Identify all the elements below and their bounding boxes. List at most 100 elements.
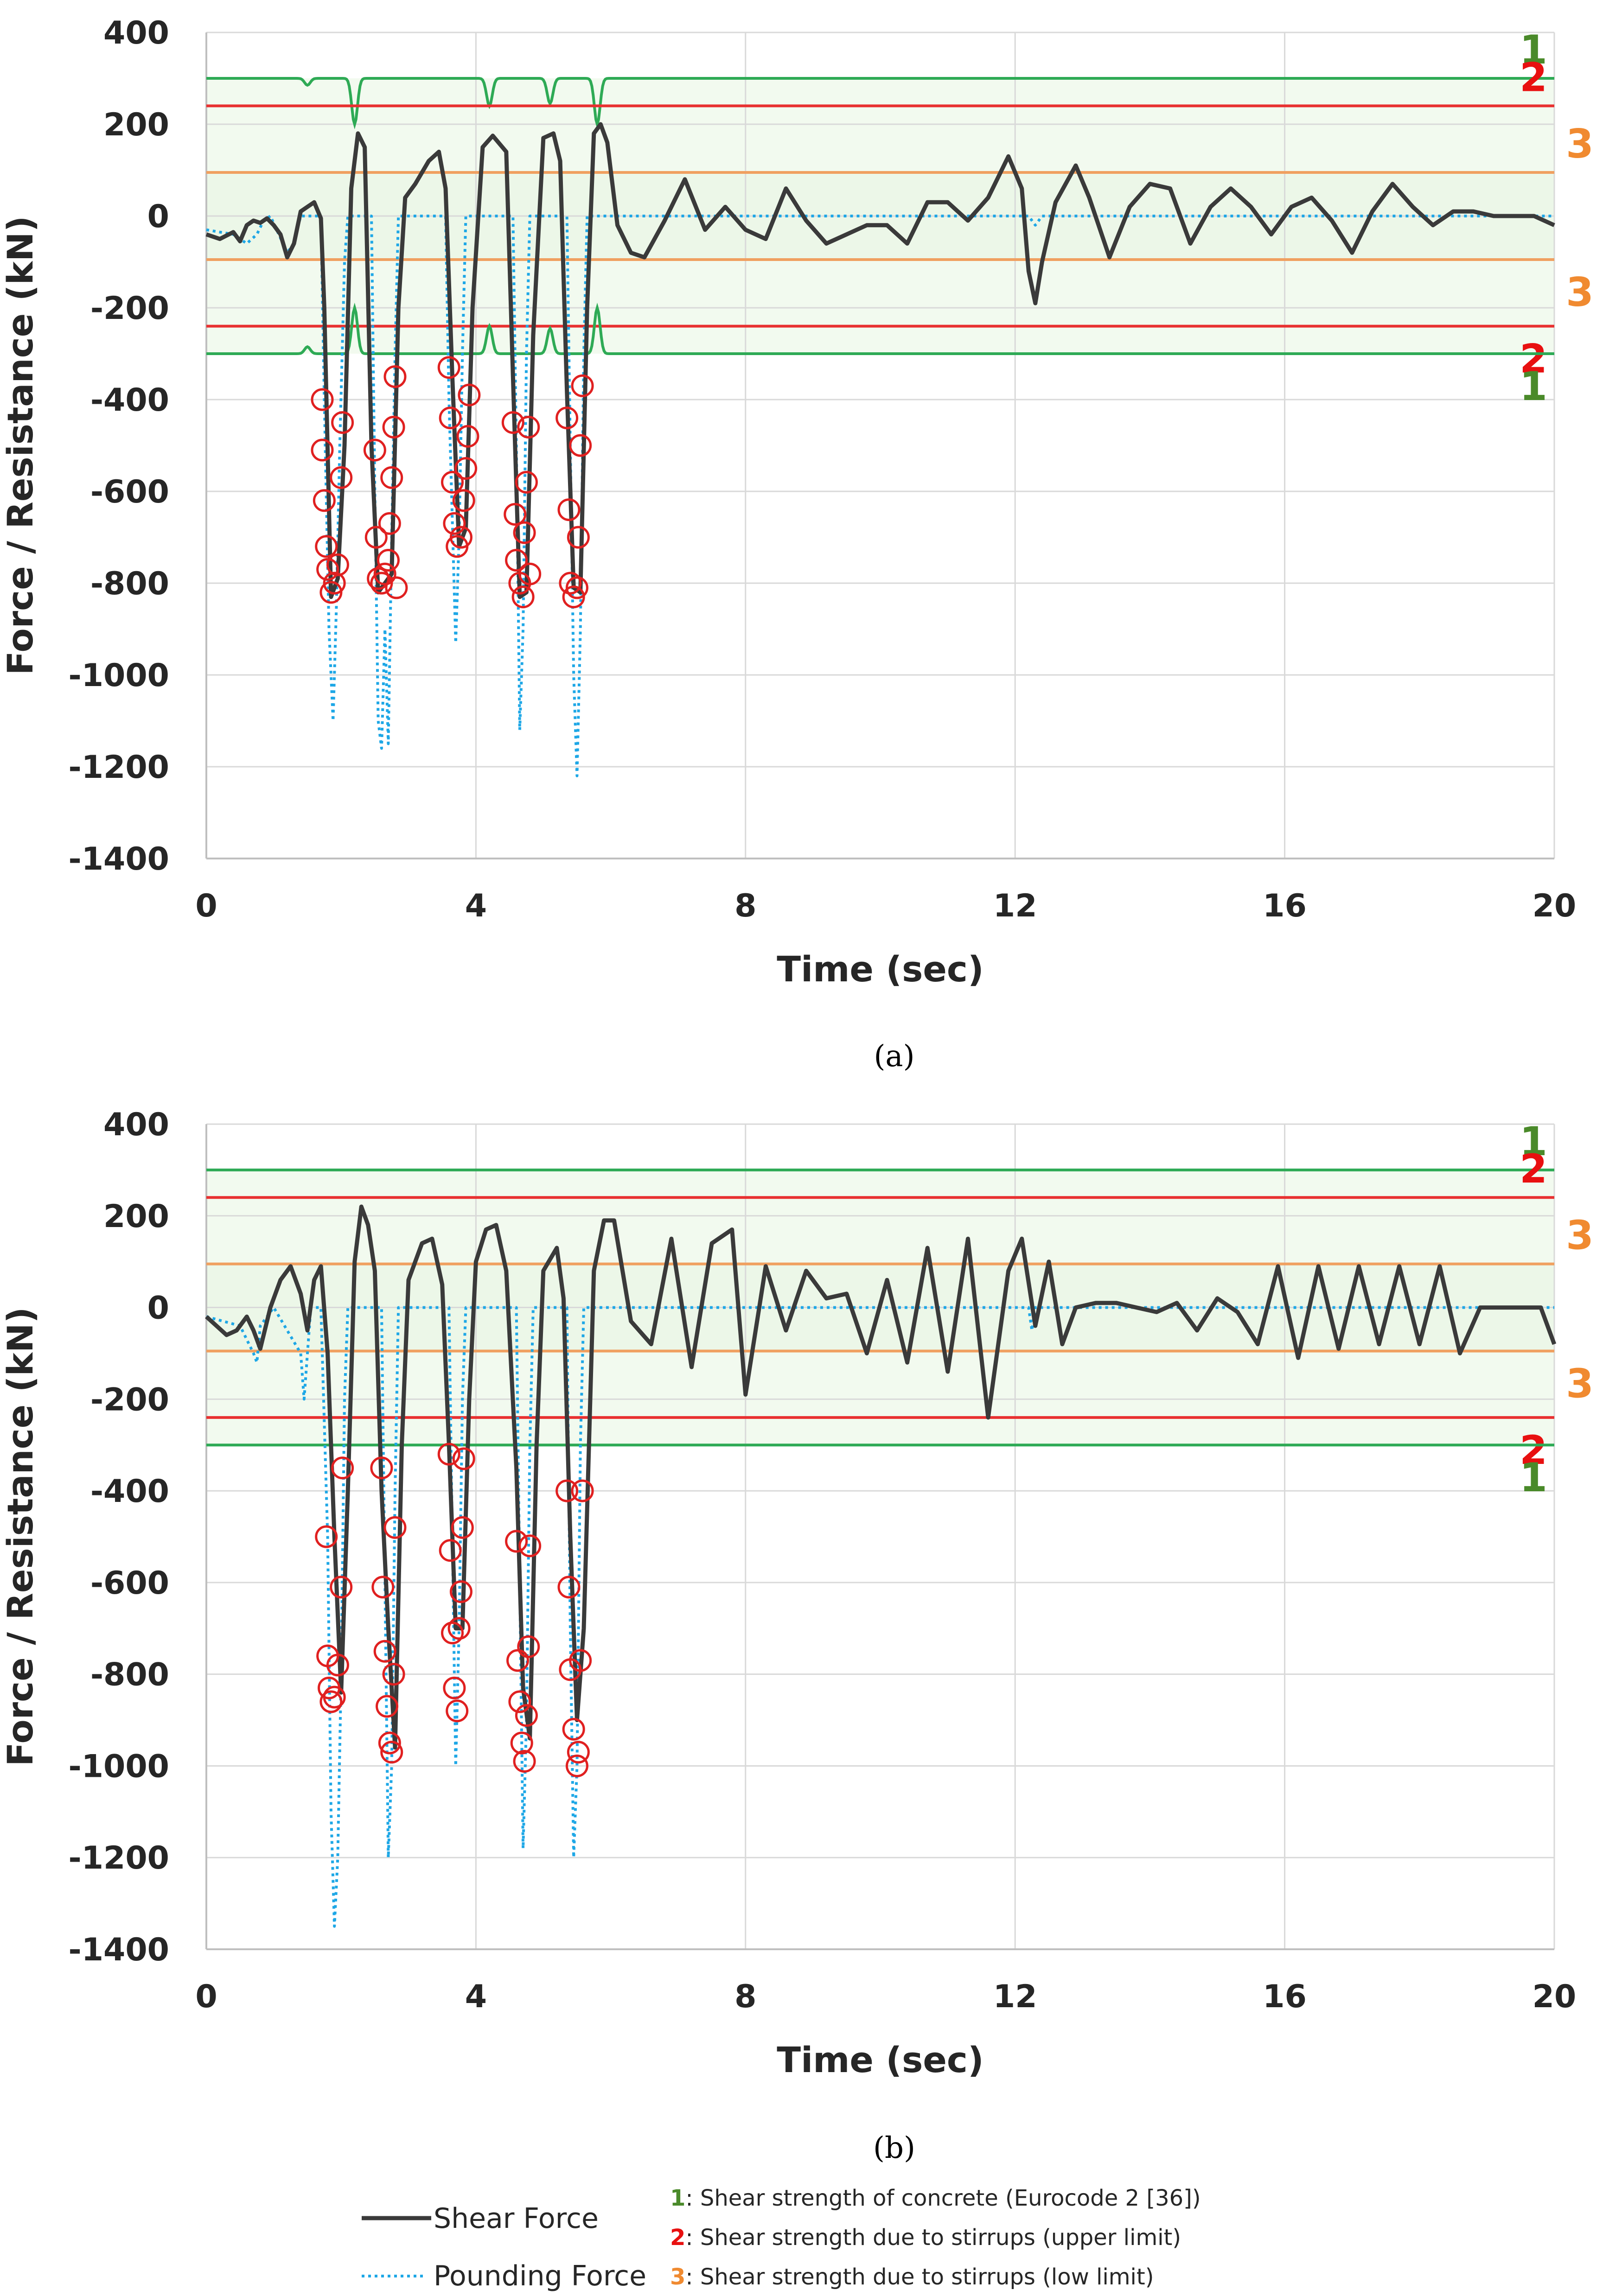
chart-panel-b: 400 200 0 -200 -400 -600 -800 -1000 -1200 -1400 0 4…	[0, 1107, 1594, 2165]
shear-failure-marker	[557, 498, 581, 522]
shear-failure-marker	[513, 1750, 536, 1773]
shear-failure-marker	[377, 549, 400, 572]
reference-label-2: 2	[1520, 1146, 1547, 1192]
y-tick-label: -400	[90, 382, 169, 419]
shear-failure-marker	[454, 457, 478, 480]
shear-failure-marker	[557, 1576, 581, 1599]
shear-failure-marker	[555, 1479, 579, 1502]
legend-item-separator: :	[685, 2185, 700, 2211]
x-tick-label: 20	[1532, 1978, 1577, 2015]
shear-failure-marker	[569, 434, 592, 457]
shear-failure-marker	[517, 1635, 540, 1658]
shear-failure-marker	[376, 1695, 399, 1718]
shear-failure-marker	[439, 1539, 462, 1562]
y-tick-label: 200	[103, 107, 169, 143]
x-tick-label: 0	[195, 1978, 217, 2015]
x-tick-label: 8	[734, 1978, 756, 2015]
x-tick-label: 20	[1532, 888, 1577, 924]
x-tick-label: 16	[1263, 1978, 1307, 2015]
legend-item-3: 3: Shear strength due to stirrups (low l…	[670, 2264, 1154, 2290]
y-tick-label: -1400	[69, 1932, 169, 1968]
panel-label: (a)	[874, 1039, 914, 1074]
shear-failure-marker	[383, 365, 407, 388]
shear-failure-marker	[315, 1525, 338, 1548]
y-axis-title: Force / Resistance (kN)	[0, 216, 41, 675]
shear-failure-marker	[571, 1479, 594, 1502]
reference-label-1: 1	[1520, 363, 1547, 410]
shear-failure-marker	[562, 585, 585, 609]
y-tick-label: 400	[103, 15, 169, 51]
y-tick-label: 400	[103, 1107, 169, 1143]
shear-failure-marker	[510, 1731, 533, 1755]
shear-failure-marker	[437, 1443, 460, 1466]
legend-item-1: 1: Shear strength of concrete (Eurocode …	[670, 2185, 1201, 2211]
legend-item-text: Shear strength due to stirrups (low limi…	[700, 2264, 1154, 2290]
legend-item-number: 3	[670, 2264, 685, 2290]
x-tick-label: 16	[1263, 888, 1307, 924]
shear-failure-marker	[315, 535, 338, 558]
legend-pounding-label: Pounding Force	[434, 2260, 646, 2292]
shear-failure-marker	[515, 471, 538, 494]
y-tick-label: -1200	[69, 749, 169, 786]
shear-failure-marker	[452, 489, 475, 512]
shear-failure-marker	[382, 415, 405, 439]
shear-failure-marker	[458, 383, 481, 407]
panel-label: (b)	[873, 2131, 915, 2165]
shear-failure-marker	[331, 1456, 354, 1480]
shear-failure-marker	[311, 439, 334, 462]
y-tick-label: 0	[147, 198, 169, 235]
y-tick-label: -200	[90, 290, 169, 327]
y-tick-label: -1400	[69, 841, 169, 878]
reference-label-3: 3	[1566, 1213, 1594, 1259]
shear-failure-marker	[452, 1447, 475, 1470]
y-tick-label: -1000	[69, 657, 169, 694]
shear-failure-marker	[515, 1704, 538, 1727]
x-axis-title: Time (sec)	[777, 2039, 983, 2080]
shear-failure-marker	[330, 466, 353, 489]
legend-item-separator: :	[685, 2225, 700, 2251]
shear-failure-marker	[313, 489, 336, 512]
shear-force-line	[204, 1204, 1557, 1750]
x-tick-label: 8	[734, 888, 756, 924]
shear-failure-marker	[371, 1576, 395, 1599]
shear-failure-marker	[378, 512, 401, 535]
shear-failure-marker	[373, 1640, 396, 1663]
shear-failure-marker	[518, 1534, 542, 1558]
shear-failure-marker	[451, 1516, 474, 1539]
x-tick-label: 4	[465, 888, 487, 924]
shear-failure-marker	[513, 521, 536, 544]
reference-label-1: 1	[1520, 27, 1547, 73]
shear-failure-marker	[443, 512, 466, 535]
shear-failure-marker	[382, 1663, 405, 1686]
reference-label-2: 2	[1520, 1427, 1547, 1474]
y-tick-label: -400	[90, 1473, 169, 1510]
shear-failure-marker	[446, 1699, 469, 1723]
y-tick-label: -1200	[69, 1840, 169, 1876]
shear-failure-marker	[437, 356, 460, 379]
reference-label-3: 3	[1566, 269, 1594, 316]
shear-failure-marker	[323, 1685, 346, 1709]
shear-failure-marker	[456, 425, 479, 448]
y-tick-label: -600	[90, 474, 169, 510]
legend-item-number: 2	[670, 2225, 685, 2251]
y-axis-title: Force / Resistance (kN)	[0, 1307, 41, 1767]
shear-failure-marker	[441, 471, 464, 494]
shear-failure-marker	[331, 411, 354, 434]
shear-failure-marker	[363, 439, 386, 462]
shear-failure-marker	[449, 526, 472, 549]
shear-failure-marker	[443, 1676, 466, 1699]
shear-failure-marker	[330, 1576, 353, 1599]
shear-failure-marker	[380, 466, 403, 489]
shear-failure-marker	[518, 562, 542, 585]
shear-failure-marker	[508, 1690, 531, 1713]
shear-failure-marker	[319, 1690, 343, 1713]
y-tick-label: -200	[90, 1381, 169, 1418]
shear-failure-marker	[559, 572, 582, 595]
shear-failure-marker	[316, 558, 339, 581]
shear-failure-marker	[506, 1649, 530, 1672]
shear-failure-marker	[567, 526, 590, 549]
shear-failure-marker	[567, 1741, 590, 1764]
legend: Shear Force Pounding Force 1: Shear streng…	[362, 2185, 1201, 2292]
shear-failure-marker	[326, 1654, 349, 1677]
